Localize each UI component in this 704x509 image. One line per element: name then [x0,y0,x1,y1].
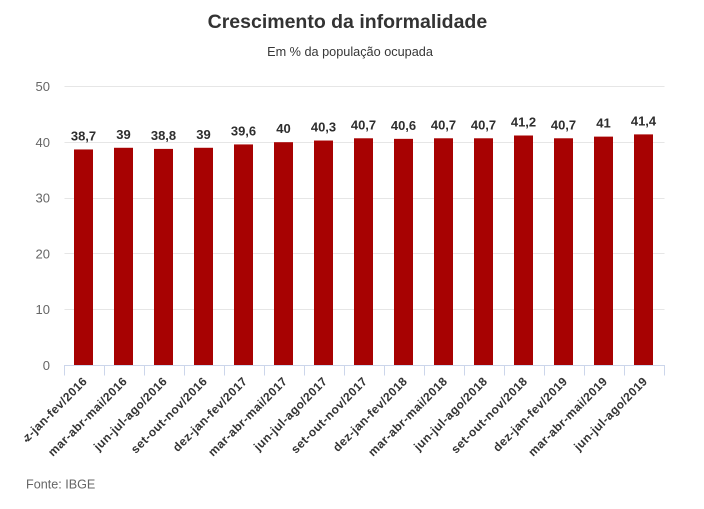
svg-text:40: 40 [276,121,290,136]
svg-text:Em % da população ocupada: Em % da população ocupada [267,45,434,59]
svg-text:50: 50 [36,79,50,94]
svg-text:40,7: 40,7 [551,117,576,132]
svg-text:40: 40 [36,135,50,150]
svg-text:40,3: 40,3 [311,120,336,135]
svg-text:Crescimento da informalidade: Crescimento da informalidade [208,11,488,33]
svg-text:39,6: 39,6 [231,123,256,138]
svg-text:Fonte: IBGE: Fonte: IBGE [26,478,95,492]
svg-text:10: 10 [36,302,50,317]
svg-text:0: 0 [43,358,50,373]
svg-text:40,7: 40,7 [351,117,376,132]
svg-text:40,6: 40,6 [391,118,416,133]
svg-text:40,7: 40,7 [431,117,456,132]
svg-text:20: 20 [36,246,50,261]
svg-text:41,4: 41,4 [631,113,657,128]
svg-text:41,2: 41,2 [511,115,536,130]
svg-text:39: 39 [196,127,210,142]
svg-text:41: 41 [596,116,610,131]
svg-text:40,7: 40,7 [471,117,496,132]
svg-text:38,8: 38,8 [151,128,176,143]
svg-text:38,7: 38,7 [71,128,96,143]
svg-text:30: 30 [36,191,50,206]
svg-text:39: 39 [116,127,130,142]
